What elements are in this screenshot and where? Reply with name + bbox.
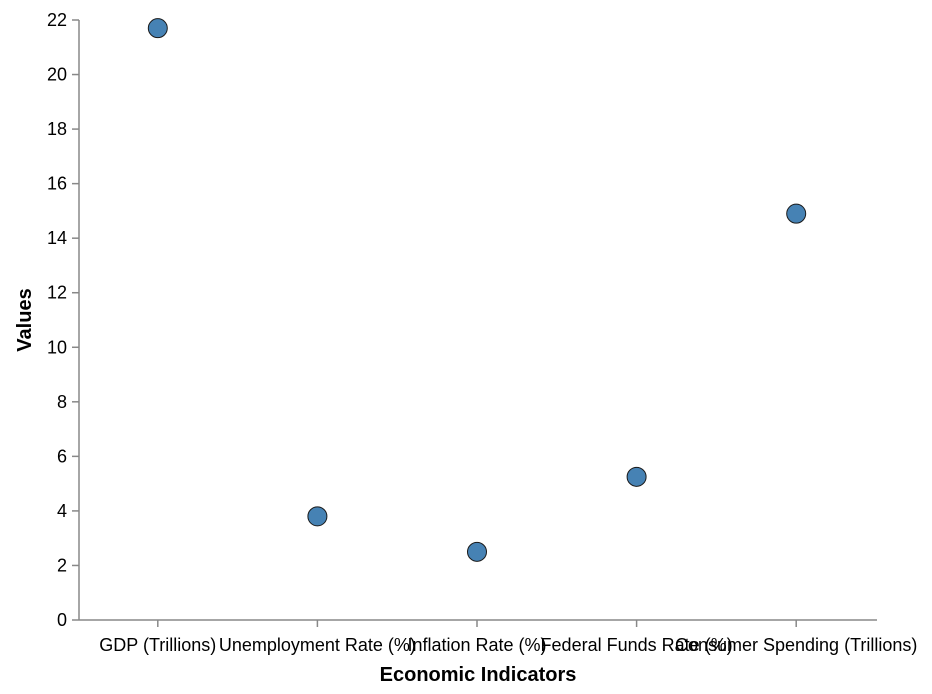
y-tick-label: 14 — [47, 228, 67, 248]
data-point — [786, 203, 807, 224]
y-axis-title: Values — [14, 288, 36, 351]
points — [147, 18, 807, 562]
y-tick-label: 20 — [47, 65, 67, 85]
y-tick-label: 2 — [57, 555, 67, 575]
data-point — [467, 541, 487, 562]
x-tick-label: Unemployment Rate (%) — [219, 635, 416, 655]
y-tick-label: 0 — [57, 610, 67, 630]
x-tick-label: GDP (Trillions) — [99, 635, 216, 655]
x-axis: GDP (Trillions) Unemployment Rate (%)Infl… — [79, 619, 917, 655]
x-tick-label: Consumer Spending (Trillions) — [675, 635, 917, 655]
data-point — [147, 18, 168, 39]
y-tick-label: 18 — [47, 119, 67, 139]
y-tick-label: 10 — [47, 337, 67, 357]
x-axis-title: Economic Indicators — [380, 664, 577, 686]
y-tick-label: 4 — [57, 501, 67, 521]
data-point — [307, 506, 328, 527]
y-tick-label: 22 — [47, 10, 67, 30]
y-tick-label: 8 — [57, 392, 67, 412]
y-tick-label: 16 — [47, 174, 67, 194]
x-tick-label: Inflation Rate (%) — [407, 635, 546, 655]
y-tick-label: 6 — [57, 446, 67, 466]
data-point — [626, 466, 647, 487]
x-tick-label: Federal Funds Rate (%) — [541, 635, 733, 655]
y-axis: 0 2 4 6 8 10 12 14 16 18 20 22 — [47, 10, 80, 630]
y-tick-label: 12 — [47, 283, 67, 303]
